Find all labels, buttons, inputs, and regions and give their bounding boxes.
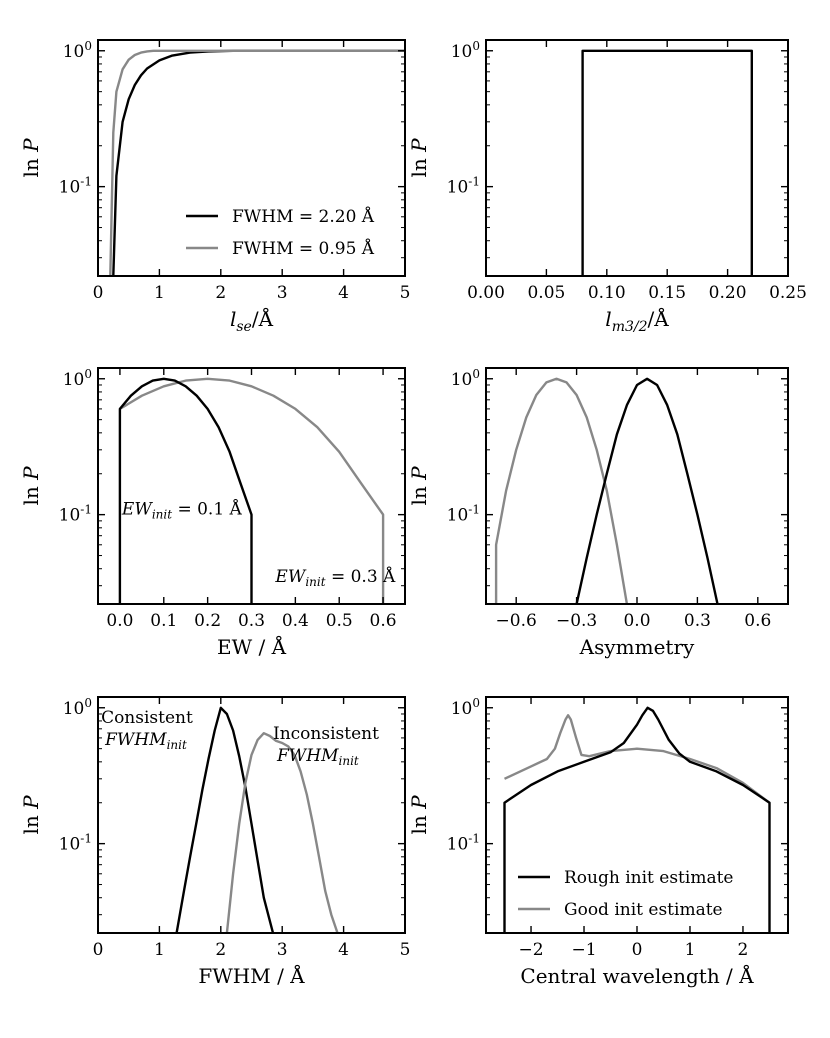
series-line-2 — [109, 49, 405, 276]
legend: Rough init estimate Good init estimate — [518, 868, 733, 920]
x-tick-label: 0.25 — [769, 283, 807, 303]
axes-frame — [97, 39, 406, 277]
x-tick-label: 0 — [93, 283, 104, 303]
x-tick-label: −0.3 — [556, 611, 597, 631]
series-line-2 — [225, 732, 339, 933]
annotation-title: Consistent — [101, 708, 193, 728]
legend-label: FWHM = 2.20 Å — [232, 206, 375, 227]
x-tick-label: −1 — [571, 940, 596, 960]
x-tick-label: 0.1 — [150, 611, 177, 631]
x-tick-label: 0.3 — [684, 611, 711, 631]
y-tick-label: 100 — [451, 39, 480, 62]
y-axis-label: ln P — [19, 138, 43, 178]
x-tick-label: 0.6 — [744, 611, 771, 631]
panel-p2: 0.00 0.05 0.10 0.15 0.20 0.25 100 10-1 ln P lm3/2… — [407, 39, 807, 335]
y-tick-label: 100 — [63, 696, 92, 719]
y-axis-label: ln P — [407, 466, 431, 506]
legend: FWHM = 2.20 Å FWHM = 0.95 Å — [186, 206, 375, 259]
x-tick-label: 0.2 — [194, 611, 221, 631]
x-tick-label: 0.10 — [588, 283, 626, 303]
x-axis-label: Central wavelength / Å — [520, 963, 754, 988]
x-tick-label: 0.6 — [370, 611, 397, 631]
panel-p4: −0.6 −0.3 0.0 0.3 0.6 100 10-1 ln P Asymmetry — [407, 367, 789, 659]
y-axis-label: ln P — [19, 795, 43, 835]
x-tick-label: 1 — [154, 940, 165, 960]
annotation-label: FWHMinit — [104, 730, 187, 752]
y-tick-label: 10-1 — [59, 503, 92, 526]
y-tick-label: 100 — [451, 367, 480, 390]
panel-p3: 0.0 0.1 0.2 0.3 0.4 0.5 0.6 100 10-1 ln P EW / Å EW… — [19, 367, 406, 659]
y-axis-label: ln P — [19, 466, 43, 506]
series-line-1 — [175, 706, 275, 933]
x-tick-label: 5 — [400, 283, 411, 303]
y-axis-label: ln P — [407, 795, 431, 835]
legend-label: FWHM = 0.95 Å — [232, 238, 375, 259]
y-tick-label: 100 — [63, 367, 92, 390]
x-tick-label: 2 — [215, 283, 226, 303]
annotation-title: Inconsistent — [273, 724, 379, 744]
x-tick-label: 0 — [632, 940, 643, 960]
axes-frame — [485, 39, 789, 277]
x-tick-label: 0.5 — [326, 611, 353, 631]
y-tick-label: 10-1 — [447, 503, 480, 526]
axes-frame — [485, 696, 789, 934]
x-tick-label: 0.05 — [527, 283, 565, 303]
x-axis-label: Asymmetry — [579, 635, 695, 659]
x-tick-label: 0.00 — [467, 283, 505, 303]
x-tick-label: 0.4 — [282, 611, 309, 631]
x-tick-label: 0 — [93, 940, 104, 960]
y-axis-label: ln P — [407, 138, 431, 178]
x-tick-label: −0.6 — [496, 611, 537, 631]
x-tick-label: 0.0 — [623, 611, 650, 631]
series-line-2 — [575, 377, 719, 604]
x-axis-label: FWHM / Å — [198, 963, 305, 988]
series-line-2 — [503, 706, 771, 933]
x-tick-label: 1 — [154, 283, 165, 303]
legend-label: Good init estimate — [564, 900, 723, 920]
series-line-1 — [119, 377, 385, 604]
x-tick-label: 0.0 — [106, 611, 133, 631]
x-tick-label: 4 — [338, 283, 349, 303]
y-tick-label: 100 — [451, 696, 480, 719]
annotation-label: FWHMinit — [276, 746, 359, 768]
x-axis-label: lm3/2/Å — [605, 306, 669, 335]
x-tick-label: 3 — [277, 283, 288, 303]
annotation-label: EWinit = 0.3 Å — [274, 566, 396, 589]
x-tick-label: 2 — [738, 940, 749, 960]
x-tick-label: 0.3 — [238, 611, 265, 631]
x-tick-label: 1 — [685, 940, 696, 960]
x-tick-label: 4 — [338, 940, 349, 960]
panel-p6: −2 −1 0 1 2 100 10-1 ln P Central wavelength / Å… — [407, 696, 789, 988]
series-line-1 — [503, 714, 771, 804]
series-line-2 — [118, 377, 253, 604]
x-tick-label: −2 — [519, 940, 544, 960]
x-tick-label: 5 — [400, 940, 411, 960]
series-line-1 — [581, 49, 753, 276]
axes-frame — [97, 696, 406, 934]
x-axis-label: lse/Å — [230, 306, 274, 335]
legend-label: Rough init estimate — [564, 868, 733, 888]
y-tick-label: 10-1 — [447, 175, 480, 198]
x-axis-label: EW / Å — [217, 634, 287, 659]
x-tick-label: 3 — [277, 940, 288, 960]
y-tick-label: 100 — [63, 39, 92, 62]
x-tick-label: 0.20 — [709, 283, 747, 303]
annotation-label: EWinit = 0.1 Å — [121, 499, 243, 522]
series-line-1 — [494, 377, 629, 604]
y-tick-label: 10-1 — [447, 832, 480, 855]
x-tick-label: 2 — [215, 940, 226, 960]
y-tick-label: 10-1 — [59, 832, 92, 855]
y-tick-label: 10-1 — [59, 175, 92, 198]
x-tick-label: 0.15 — [648, 283, 686, 303]
